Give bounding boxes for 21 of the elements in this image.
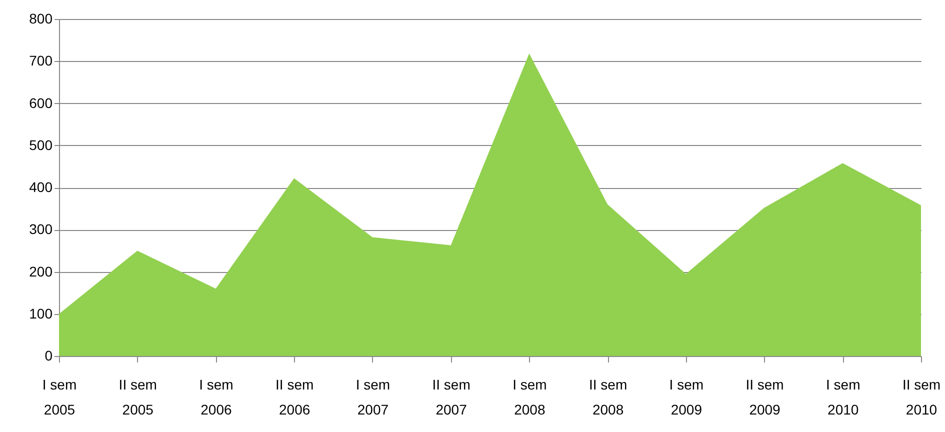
y-tick-label: 700 bbox=[29, 52, 53, 69]
y-tick-label: 500 bbox=[29, 136, 53, 153]
x-tick-label: II sem 2010 bbox=[902, 376, 941, 418]
y-tick-label: 400 bbox=[29, 179, 53, 195]
y-tick-label: 800 bbox=[29, 10, 53, 26]
x-tick-label: I sem 2008 bbox=[512, 376, 547, 418]
y-tick-label: 100 bbox=[29, 305, 53, 322]
x-tick-label: I sem 2007 bbox=[356, 376, 390, 418]
x-tick-label: I sem 2005 bbox=[42, 376, 77, 418]
x-tick-label: II sem 2007 bbox=[432, 376, 470, 418]
x-tick-label: I sem 2009 bbox=[669, 376, 704, 418]
y-tick-label: 200 bbox=[29, 263, 53, 280]
x-tick-label: I sem 2006 bbox=[199, 376, 234, 418]
x-tick-label: II sem 2005 bbox=[118, 376, 157, 418]
x-tick-label: II sem 2006 bbox=[276, 376, 314, 418]
x-tick-label: I sem 2010 bbox=[826, 376, 860, 418]
x-tick-label: II sem 2008 bbox=[588, 376, 628, 418]
x-tick-label: II sem 2009 bbox=[746, 376, 784, 418]
y-tick-label: 0 bbox=[44, 348, 53, 364]
y-tick-label: 600 bbox=[29, 94, 53, 111]
y-tick-label: 300 bbox=[29, 221, 53, 238]
